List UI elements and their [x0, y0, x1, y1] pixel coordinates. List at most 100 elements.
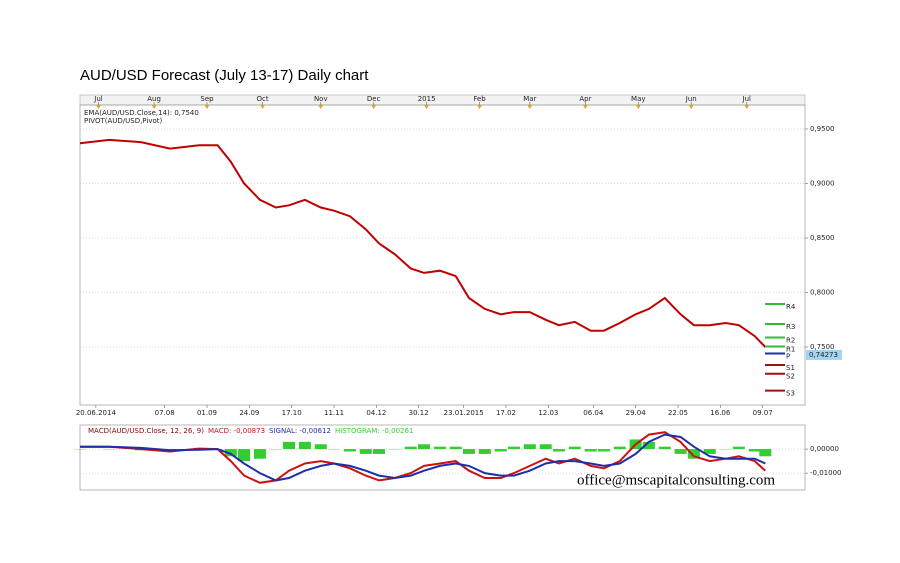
x-tick-label: 12.03 — [538, 409, 558, 417]
x-tick-label: 23.01.2015 — [444, 409, 484, 417]
event-marker — [744, 105, 750, 109]
chart-title: AUD/USD Forecast (July 13-17) Daily char… — [80, 67, 369, 84]
y-tick-label: 0,9500 — [810, 125, 835, 133]
pivot-label: R1 — [786, 345, 795, 353]
histogram-bar — [238, 449, 251, 462]
series-line — [79, 138, 767, 348]
top-x-tick-label: Dec — [367, 95, 381, 103]
histogram-bar — [253, 449, 266, 459]
pivot-label: S1 — [786, 364, 795, 372]
top-x-tick-label: Oct — [257, 95, 269, 103]
x-tick-label: 20.06.2014 — [76, 409, 117, 417]
top-x-tick-label: Jul — [742, 95, 752, 103]
event-marker — [204, 105, 210, 109]
histogram-bar — [568, 446, 581, 450]
event-marker — [635, 105, 641, 109]
x-tick-label: 30.12 — [409, 409, 429, 417]
histogram-bar — [494, 449, 507, 452]
pivot-label: P — [786, 353, 790, 361]
histogram-bar — [372, 449, 385, 454]
x-tick-label: 11.11 — [324, 409, 344, 417]
top-x-tick-label: Aug — [147, 95, 161, 103]
macd-legend-entry: SIGNAL: -0,00612 — [269, 427, 331, 435]
macd-legend-entry: MACD(AUD/USD.Close, 12, 26, 9) — [88, 427, 204, 435]
top-x-tick-label: 2015 — [418, 95, 436, 103]
x-tick-label: 06.04 — [583, 409, 604, 417]
x-tick-label: 01.09 — [197, 409, 217, 417]
histogram-bar — [584, 449, 597, 452]
histogram-bar — [613, 446, 626, 450]
histogram-bar — [314, 444, 327, 450]
pivot-label: R4 — [786, 303, 796, 311]
histogram-bar — [703, 449, 716, 454]
histogram-bar — [359, 449, 372, 454]
x-tick-label: 17.02 — [496, 409, 516, 417]
histogram-bar — [687, 449, 700, 459]
legend-entry: EMA(AUD/USD.Close,14): 0,7540 — [84, 109, 199, 117]
histogram-bar — [523, 444, 536, 450]
x-tick-label: 24.09 — [239, 409, 259, 417]
histogram-bar — [732, 446, 745, 450]
event-marker — [96, 105, 102, 109]
y-tick-label: 0,8000 — [810, 289, 835, 297]
y-tick-label: 0,8500 — [810, 234, 835, 242]
pivot-label: S3 — [786, 390, 795, 398]
x-tick-label: 22.05 — [668, 409, 688, 417]
event-marker — [371, 105, 377, 109]
last-price-label: 0,74273 — [809, 351, 838, 359]
histogram-bar — [507, 446, 520, 450]
legend-entry: PIVOT(AUD/USD,Pivot) — [84, 117, 162, 125]
top-x-tick-label: Mar — [523, 95, 536, 103]
event-marker — [318, 105, 324, 109]
histogram-bar — [539, 444, 552, 450]
x-tick-label: 07.08 — [155, 409, 175, 417]
event-marker — [477, 105, 483, 109]
histogram-bar — [658, 446, 671, 450]
histogram-bar — [748, 449, 761, 452]
top-x-tick-label: Jun — [685, 95, 697, 103]
macd-legend-entry: HISTOGRAM: -0,00261 — [335, 427, 413, 435]
top-x-tick-label: May — [631, 95, 645, 103]
pivot-label: R3 — [786, 323, 795, 331]
histogram-bar — [433, 446, 446, 450]
event-marker — [527, 105, 533, 109]
histogram-bar — [449, 446, 462, 450]
watermark: office@mscapitalconsulting.com — [577, 472, 775, 488]
x-tick-label: 04.12 — [366, 409, 386, 417]
y-tick-label: 0,00000 — [810, 445, 839, 453]
top-x-tick-label: Sep — [200, 95, 214, 103]
macd-legend-entry: MACD: -0,00873 — [208, 427, 265, 435]
histogram-bar — [343, 449, 356, 452]
last-price-box — [806, 349, 842, 360]
event-marker — [424, 105, 430, 109]
series-line — [80, 431, 766, 484]
histogram-bar — [298, 441, 311, 450]
x-tick-label: 17.10 — [282, 409, 302, 417]
y-tick-label: 0,7500 — [810, 343, 835, 351]
top-x-tick-label: Jul — [93, 95, 103, 103]
histogram-bar — [552, 449, 565, 452]
histogram-bar — [462, 449, 475, 454]
pivot-label: R2 — [786, 337, 795, 345]
histogram-bar — [283, 441, 296, 450]
histogram-bar — [478, 449, 491, 454]
x-tick-label: 16.06 — [710, 409, 731, 417]
macd-frame — [79, 424, 806, 491]
y-tick-label: -0,01000 — [810, 469, 841, 477]
main-frame — [79, 104, 806, 406]
histogram-bar — [759, 449, 772, 457]
histogram-bar — [417, 444, 430, 450]
series-line — [80, 433, 766, 482]
event-marker — [582, 105, 588, 109]
event-marker — [151, 105, 157, 109]
top-x-tick-label: Feb — [473, 95, 486, 103]
histogram-bar — [224, 449, 237, 457]
y-tick-label: 0,9000 — [810, 179, 835, 187]
event-marker — [688, 105, 694, 109]
histogram-bar — [642, 441, 655, 450]
x-tick-label: 29.04 — [626, 409, 647, 417]
top-x-tick-label: Apr — [579, 95, 591, 103]
